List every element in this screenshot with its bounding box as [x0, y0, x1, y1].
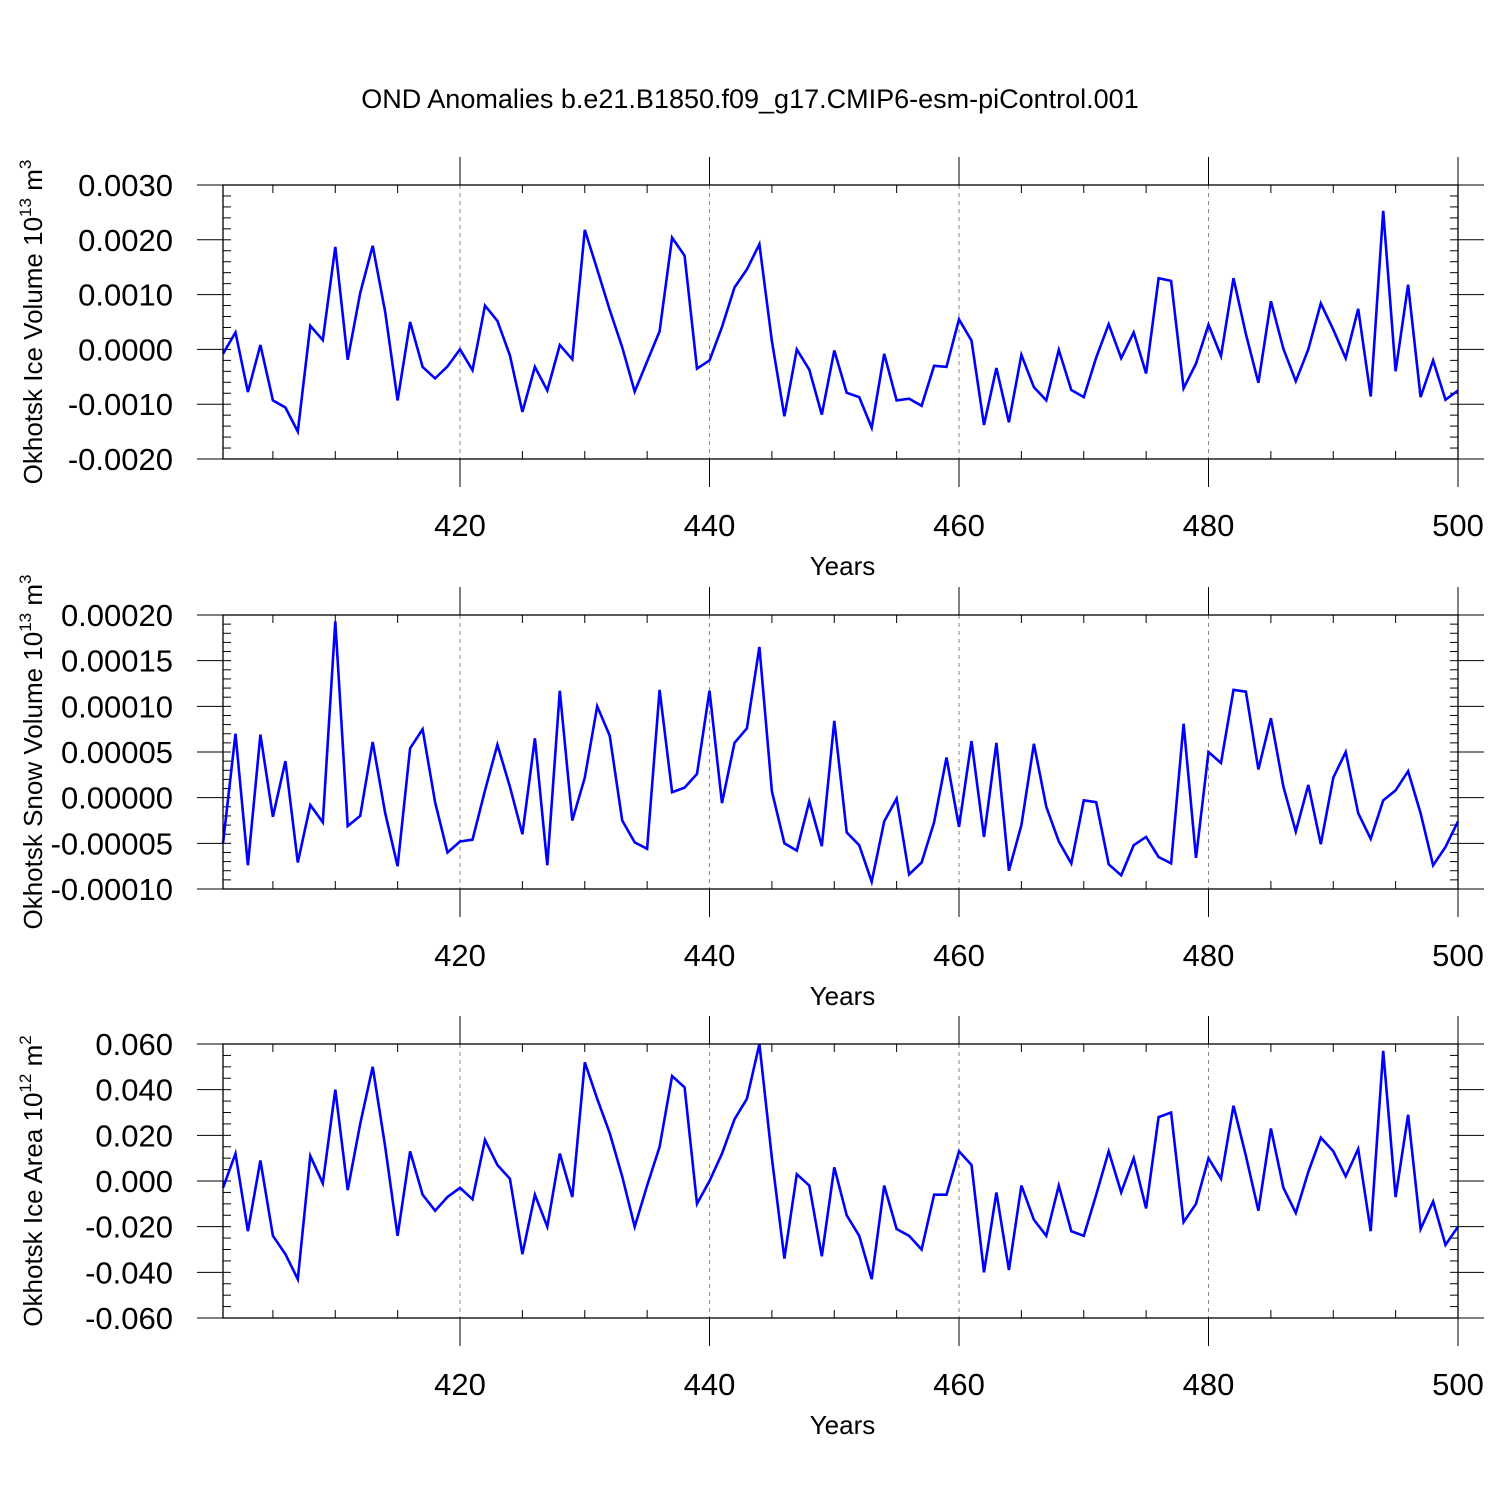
ice-area-y-tick-label: 0.000: [95, 1164, 173, 1199]
snow-volume-x-tick-label: 420: [434, 938, 486, 973]
snow-volume-y-tick-label: -0.00005: [51, 826, 173, 861]
ice-area-panel: -0.060 -0.040 -0.020 0.000 0.020 0.040 0.060 42…: [16, 1016, 1484, 1440]
ice-area-x-tick-label: 480: [1183, 1367, 1235, 1402]
snow-volume-y-tick-label: -0.00010: [51, 872, 173, 907]
snow-volume-x-tick-label: 460: [933, 938, 985, 973]
snow-volume-x-tick-label: 500: [1432, 938, 1484, 973]
ice-volume-y-tick-label: -0.0020: [68, 442, 173, 477]
ice-area-x-tick-label: 420: [434, 1367, 486, 1402]
ice-volume-x-tick-label: 460: [933, 508, 985, 543]
ice-volume-y-tick-label: 0.0010: [78, 278, 173, 313]
ice-area-plot-frame: [222, 1043, 1459, 1319]
snow-volume-y-tick-label: 0.00000: [61, 781, 173, 816]
ice-volume-y-tick-label: 0.0030: [78, 168, 173, 203]
snow-volume-x-axis-label: Years: [810, 981, 876, 1011]
ice-volume-y-tick-label: -0.0010: [68, 387, 173, 422]
ice-area-y-tick-label: 0.020: [95, 1118, 173, 1153]
ice-area-y-tick-label: -0.060: [85, 1301, 173, 1336]
ice-volume-series-line: [221, 210, 1459, 436]
ice-volume-x-tick-label: 420: [434, 508, 486, 543]
figure-title: OND Anomalies b.e21.B1850.f09_g17.CMIP6-…: [361, 84, 1139, 114]
ice-volume-y-axis-label: Okhotsk Ice Volume 1013 m3: [16, 160, 48, 485]
snow-volume-x-tick-label: 480: [1183, 938, 1235, 973]
snow-volume-x-tick-label: 440: [684, 938, 736, 973]
ice-volume-y-tick-label: 0.0000: [78, 332, 173, 367]
ice-area-y-tick-label: 0.040: [95, 1073, 173, 1108]
ice-area-y-axis-label: Okhotsk Ice Area 1012 m2: [16, 1035, 48, 1326]
ice-area-y-tick-label: -0.040: [85, 1255, 173, 1290]
snow-volume-panel: -0.00010 -0.00005 0.00000 0.00005 0.00010 0.0…: [16, 575, 1484, 1011]
ice-area-y-tick-label: -0.020: [85, 1210, 173, 1245]
ice-volume-x-tick-label: 440: [684, 508, 736, 543]
ice-area-x-tick-label: 500: [1432, 1367, 1484, 1402]
snow-volume-y-axis-label: Okhotsk Snow Volume 1013 m3: [16, 575, 48, 930]
snow-volume-y-tick-label: 0.00020: [61, 598, 173, 633]
snow-volume-plot-frame: [222, 614, 1459, 890]
ice-area-x-tick-label: 460: [933, 1367, 985, 1402]
ice-volume-x-axis-label: Years: [810, 551, 876, 581]
snow-volume-y-tick-label: 0.00010: [61, 689, 173, 724]
ice-volume-x-tick-label: 500: [1432, 508, 1484, 543]
ice-volume-y-tick-label: 0.0020: [78, 223, 173, 258]
ice-area-y-tick-label: 0.060: [95, 1027, 173, 1062]
snow-volume-series-line: [221, 621, 1460, 887]
snow-volume-y-tick-label: 0.00005: [61, 735, 173, 770]
ice-volume-x-tick-label: 480: [1183, 508, 1235, 543]
snow-volume-y-tick-label: 0.00015: [61, 644, 173, 679]
ice-area-x-axis-label: Years: [810, 1410, 876, 1440]
ice-area-series-line: [221, 1043, 1460, 1284]
ice-volume-plot-frame: [222, 184, 1459, 460]
ice-area-x-tick-label: 440: [684, 1367, 736, 1402]
ice-volume-panel: -0.0020 -0.0010 0.0000 0.0010 0.0020 0.0030 42…: [16, 157, 1484, 581]
